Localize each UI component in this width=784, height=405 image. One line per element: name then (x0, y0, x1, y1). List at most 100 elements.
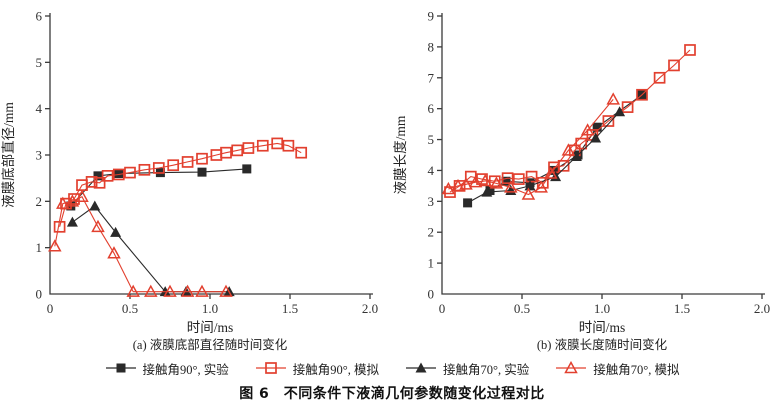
marker-square-open (167, 159, 180, 172)
series-line (449, 49, 691, 193)
marker-triangle-open (606, 92, 620, 105)
marker-square-open (621, 101, 634, 113)
x-tick-label: 0.5 (514, 301, 530, 316)
marker-triangle-open (451, 178, 465, 192)
marker-triangle-filled (481, 186, 493, 197)
marker-square-open (653, 71, 666, 84)
x-tick-label: 1.0 (594, 301, 610, 316)
legend-key-icon (105, 363, 136, 373)
marker-triangle-open (48, 239, 62, 252)
x-tick-label: 1.5 (282, 301, 298, 316)
marker-square-open (557, 159, 570, 172)
axes-frame (441, 13, 765, 295)
y-tick-label: 1 (36, 240, 43, 255)
marker-triangle-open (65, 194, 80, 207)
marker-triangle-filled (570, 151, 582, 162)
marker-triangle-open (180, 284, 195, 297)
marker-triangle-open (580, 123, 595, 136)
marker-square-open (264, 362, 277, 374)
series-line (72, 205, 230, 293)
marker-square-open (68, 193, 80, 205)
marker-square-filled (549, 165, 559, 175)
figure-caption: 图 6 不同条件下液滴几何参数随变化过程对比 (239, 386, 545, 402)
marker-square-open (271, 137, 284, 150)
marker-square-filled (501, 176, 511, 186)
chart-b-subcaption: (b) 液膜长度随时间变化 (536, 338, 668, 352)
marker-triangle-open (91, 219, 105, 233)
series-line (448, 99, 614, 196)
axes-frame (49, 13, 373, 295)
marker-triangle-open (126, 284, 140, 297)
marker-square-open (256, 139, 269, 152)
marker-triangle-filled (66, 216, 78, 227)
y-tick-label: 4 (428, 163, 435, 178)
y-tick-label: 3 (36, 148, 43, 163)
marker-triangle-open (195, 284, 209, 297)
x-tick-label: 0.5 (122, 301, 138, 316)
chart-a-subcaption: (a) 液膜底部直径随时间变化 (132, 338, 288, 352)
y-tick-label: 3 (428, 194, 435, 209)
marker-square-open (488, 175, 501, 188)
marker-square-open (220, 146, 232, 159)
legend-key-icon (255, 362, 286, 374)
marker-square-filled (242, 164, 252, 174)
y-tick-label: 8 (428, 39, 435, 54)
x-tick-label: 2.0 (754, 301, 770, 316)
y-tick-label: 7 (428, 70, 435, 85)
marker-square-filled (485, 186, 495, 196)
chart-a-canvas: 0 0.5 1.0 1.5 2.0 0 1 2 3 4 5 6 时间/ms 液膜底部直径/mm (1, 9, 378, 336)
marker-triangle-open (56, 196, 70, 209)
y-tick-label: 5 (428, 132, 435, 147)
chart-b-canvas: 0 0.5 1.0 1.5 2.0 0 1 2 3 4 5 6 7 8 9 时间/ms 液膜长度/mm (393, 9, 770, 336)
marker-square-filled (114, 169, 124, 179)
legend-label: 接触角70°, 实验 (443, 362, 530, 377)
marker-square-open (152, 162, 165, 174)
legend-key-icon (406, 362, 436, 373)
legend-label: 接触角70°, 模拟 (593, 362, 680, 377)
marker-square-open (602, 115, 615, 127)
y-tick-label: 2 (428, 225, 435, 240)
x-tick-label: 1.0 (202, 301, 218, 316)
marker-triangle-open (219, 284, 233, 297)
marker-square-open (181, 156, 194, 168)
marker-triangle-open (504, 180, 518, 193)
marker-triangle-open (441, 181, 456, 195)
marker-triangle-open (107, 246, 121, 259)
marker-square-filled (93, 171, 103, 181)
marker-triangle-open (489, 176, 504, 189)
marker-triangle-open (75, 189, 89, 202)
x-tick-label: 0 (439, 301, 446, 316)
y-tick-label: 0 (36, 287, 43, 302)
marker-square-open (525, 170, 538, 183)
legend-key-icon (556, 361, 587, 374)
marker-square-open (231, 144, 244, 157)
marker-square-open (101, 170, 114, 182)
marker-square-filled (592, 122, 602, 132)
marker-triangle-open (478, 173, 492, 187)
marker-square-filled (197, 167, 207, 177)
legend-item-0: 接触角90°, 实验 (105, 359, 229, 378)
series-line (54, 195, 226, 293)
marker-square-open (295, 146, 308, 159)
marker-square-open (85, 176, 98, 188)
marker-square-open (124, 166, 136, 179)
marker-triangle-open (459, 177, 473, 190)
marker-square-open (501, 172, 514, 185)
y-tick-label: 5 (36, 55, 43, 70)
marker-triangle-filled (110, 226, 122, 237)
marker-triangle-filled (524, 180, 536, 191)
x-tick-label: 0 (47, 301, 54, 316)
marker-triangle-filled (89, 200, 101, 211)
marker-square-open (512, 173, 525, 185)
x-tick-label: 1.5 (674, 301, 690, 316)
marker-square-open (282, 139, 295, 152)
y-tick-label: 2 (36, 194, 43, 209)
marker-triangle-open (561, 143, 576, 156)
y-tick-label: 0 (428, 287, 435, 302)
marker-triangle-open (468, 175, 483, 188)
marker-square-open (196, 152, 208, 165)
y-axis-label: 液膜底部直径/mm (1, 102, 16, 208)
marker-square-open (138, 163, 151, 176)
y-tick-label: 9 (428, 9, 435, 24)
